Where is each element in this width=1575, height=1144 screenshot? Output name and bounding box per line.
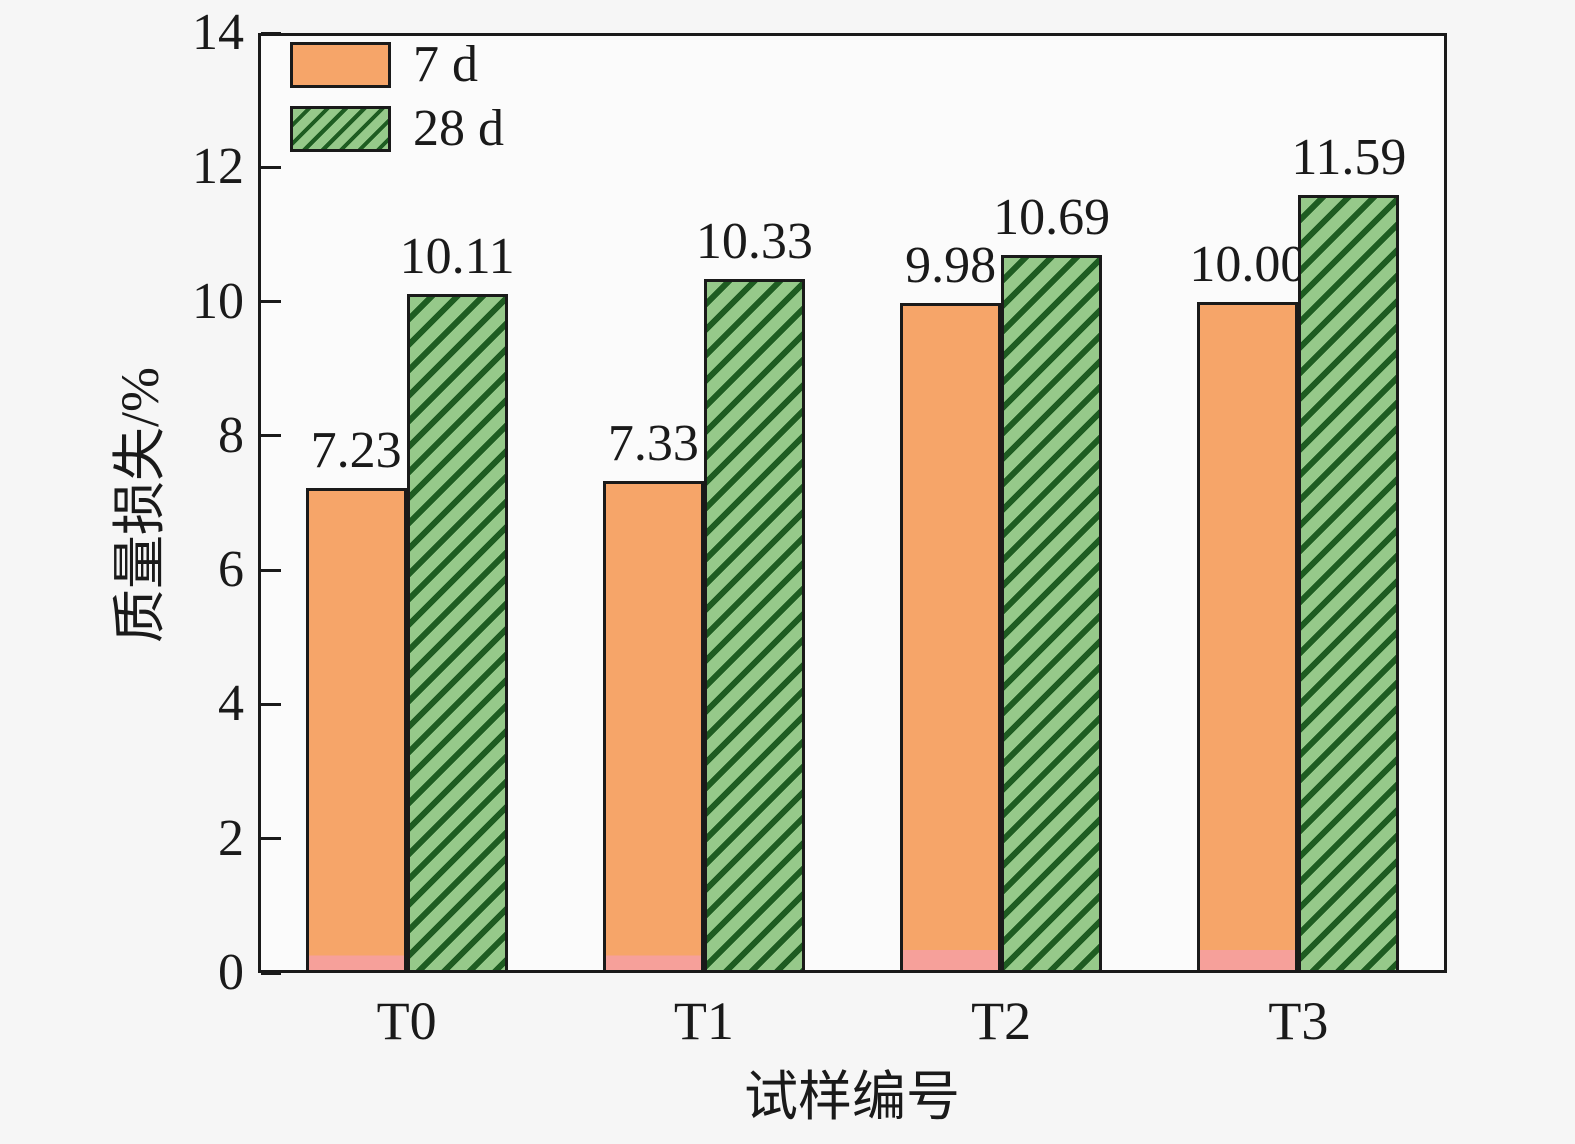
x-category-label-T2: T2	[971, 991, 1032, 1051]
y-tick-label-8: 8	[218, 406, 244, 464]
value-label-28d-T2: 10.69	[993, 189, 1111, 247]
bar-28d-T1	[703, 279, 805, 973]
y-tick-0	[261, 971, 281, 975]
bar-28d-T2	[1001, 255, 1103, 973]
y-tick-label-0: 0	[218, 944, 244, 1001]
y-tick-label-12: 12	[192, 138, 244, 196]
x-category-label-T1: T1	[673, 991, 734, 1051]
y-tick-label-10: 10	[192, 272, 244, 330]
y-tick-8	[261, 434, 281, 438]
value-label-7d-T0: 7.23	[310, 421, 402, 479]
x-axis-title: 试样编号	[744, 1067, 960, 1127]
legend-label-7d: 7 d	[413, 36, 478, 93]
y-tick-label-4: 4	[218, 675, 244, 733]
y-tick-label-14: 14	[192, 4, 244, 61]
y-tick-6	[261, 568, 281, 572]
value-label-7d-T2: 9.98	[905, 236, 997, 294]
legend-swatch-28d	[290, 106, 391, 152]
y-tick-2	[261, 837, 281, 841]
bar-28d-T3	[1298, 194, 1400, 973]
bar-7d-T1	[602, 480, 704, 973]
legend: 7 d 28 d	[290, 39, 504, 167]
y-tick-label-6: 6	[218, 541, 244, 599]
y-tick-12	[261, 165, 281, 169]
bar-7d-T0	[305, 487, 407, 973]
y-tick-10	[261, 300, 281, 304]
value-label-28d-T3: 11.59	[1291, 128, 1407, 186]
value-label-7d-T1: 7.33	[607, 414, 699, 472]
bar-28d-T0	[406, 294, 508, 973]
x-category-label-T3: T3	[1268, 991, 1329, 1051]
value-label-28d-T1: 10.33	[695, 213, 813, 271]
bar-7d-T2	[900, 302, 1002, 973]
x-category-label-T0: T0	[376, 991, 437, 1051]
legend-item-7d: 7 d	[290, 39, 504, 91]
legend-item-28d: 28 d	[290, 103, 504, 155]
y-axis-title: 质量损失/%	[110, 367, 170, 643]
y-tick-label-2: 2	[218, 809, 244, 867]
value-label-7d-T3: 10.00	[1189, 235, 1307, 293]
y-tick-14	[261, 31, 281, 35]
value-label-28d-T0: 10.11	[399, 228, 515, 286]
y-tick-4	[261, 702, 281, 706]
legend-label-28d: 28 d	[413, 100, 504, 157]
bar-7d-T3	[1197, 301, 1299, 973]
legend-swatch-7d	[290, 42, 391, 88]
